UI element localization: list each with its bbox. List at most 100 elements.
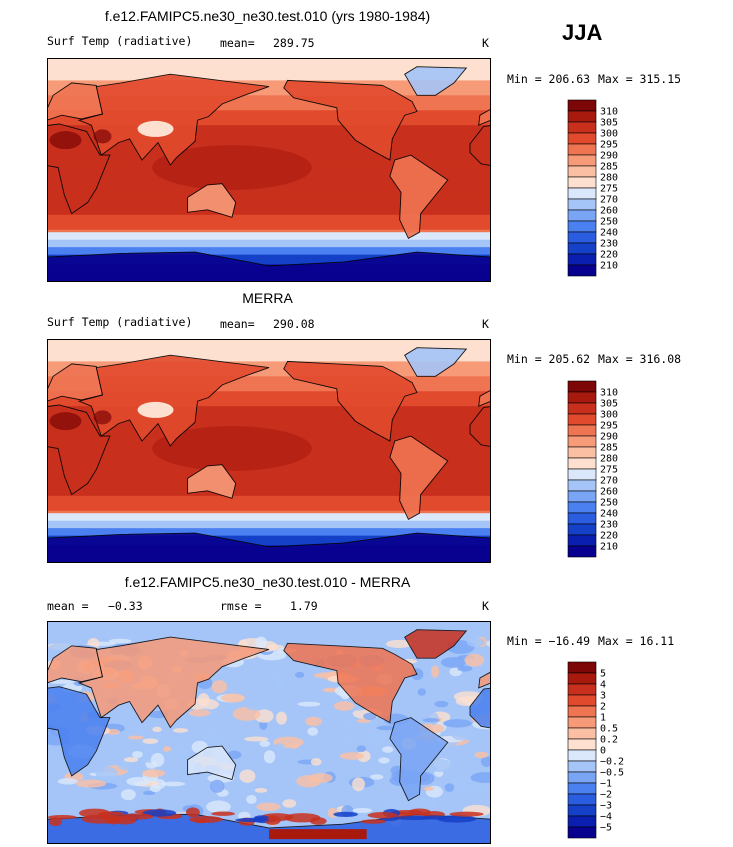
panel2-lat-band (47, 485, 491, 489)
panel1-lat-band (47, 142, 491, 146)
panel2-colorbar-box (567, 490, 597, 503)
panel3-anomaly-blob (206, 800, 231, 814)
panel1-colorbar-label: 220 (600, 250, 618, 261)
panel2-lat-band (47, 381, 491, 385)
panel2-lat-band (47, 483, 491, 487)
panel3-australia-outline (187, 745, 237, 781)
panel1-lat-band (47, 127, 491, 131)
panel3-anomaly-blob (120, 789, 136, 801)
panel2-colorbar-label: 210 (600, 542, 618, 553)
panel1-lat-band (47, 130, 491, 134)
panel3-map (47, 621, 491, 844)
panel1-colorbar-box (567, 110, 597, 123)
panel3-anomaly-blob (205, 733, 220, 743)
panel2-greenland-outline (404, 347, 468, 377)
panel2-lat-band (47, 493, 491, 497)
panel2-title: MERRA (242, 290, 293, 306)
panel1-colorbar-label: 210 (600, 261, 618, 272)
panel3-southern-ocean-anomaly (254, 815, 269, 820)
panel3-anomaly-blob (128, 735, 144, 740)
panel2-lat-band (47, 475, 491, 479)
panel1-lat-band (47, 95, 491, 99)
panel3-anomaly-blob (100, 776, 118, 781)
panel3-anomaly-blob (422, 718, 440, 723)
panel1-lat-band (47, 105, 491, 109)
panel2-lat-band (47, 393, 491, 397)
panel2-colorbar-box (567, 534, 597, 547)
panel2-colorbar-label: 310 (600, 388, 618, 399)
panel2-colorbar-label: 230 (600, 520, 618, 531)
panel2-lat-band (47, 378, 491, 382)
panel2-colorbar-label: 275 (600, 465, 618, 476)
panel1-lat-band (47, 77, 491, 81)
panel1-lat-band (47, 262, 491, 266)
panel3-anomaly-blob (340, 737, 355, 744)
panel3-colorbar-box (567, 815, 597, 828)
panel3-anomaly-blob (259, 740, 271, 747)
panel3-colorbar-label: −0.2 (600, 757, 624, 768)
panel3-colorbar-box (567, 793, 597, 806)
panel1-lat-band (47, 120, 491, 124)
panel1-africa-outline (469, 125, 491, 167)
panel1-lat-band (47, 145, 491, 149)
panel3-anomaly-blob (426, 758, 453, 772)
panel1-lat-band (47, 92, 491, 96)
panel2-lat-band (47, 426, 491, 430)
panel1-colorbar-label: 280 (600, 173, 618, 184)
season-label: JJA (562, 20, 603, 45)
panel2-mean-value: 290.08 (273, 317, 315, 331)
panel1-lat-band (47, 209, 491, 213)
panel2-lat-band (47, 470, 491, 474)
panel3-anomaly-blob (273, 675, 284, 689)
panel1-colorbar-label: 275 (600, 184, 618, 195)
panel1-lat-band (47, 199, 491, 203)
panel3-southern-ocean-anomaly (186, 807, 200, 818)
panel3-southern-ocean-anomaly (260, 813, 294, 822)
panel3-anomaly-blob (466, 637, 485, 648)
panel3-colorbar-box (567, 672, 597, 685)
panel1-colorbar-label: 300 (600, 129, 618, 140)
panel1-lat-band (47, 212, 491, 216)
panel3-anomaly-blob (211, 680, 228, 694)
panel2-colorbar-box (567, 424, 597, 437)
panel2-lat-band (47, 505, 491, 509)
panel2-min: Min = 205.62 (507, 352, 591, 366)
panel3-anomaly-blob (173, 728, 189, 733)
panel3-colorbar-label: 0.2 (600, 735, 618, 746)
panel1-variable: Surf Temp (radiative) (47, 34, 193, 48)
panel3-colorbar-box (567, 738, 597, 751)
panel2-colorbar-box (567, 523, 597, 536)
panel3-anomaly-blob (305, 716, 323, 727)
panel2-colorbar-box (567, 512, 597, 525)
panel1-lat-band (47, 132, 491, 136)
panel2-colorbar-box (567, 391, 597, 404)
panel1-lat-band (47, 239, 491, 243)
panel1-south_america-outline (389, 154, 449, 240)
panel1-colorbar-label: 290 (600, 151, 618, 162)
panel1-lat-band (47, 135, 491, 139)
panel1-lat-band (47, 234, 491, 238)
panel2-lat-band (47, 490, 491, 494)
panel1-lat-band (47, 189, 491, 193)
panel1-greenland-outline (404, 66, 468, 96)
panel3-southern-ocean-anomaly (333, 811, 359, 817)
panel1-lat-band (47, 192, 491, 196)
panel1-lat-band (47, 75, 491, 79)
panel2-lat-band (47, 520, 491, 524)
panel3-anomaly-blob (376, 725, 397, 731)
panel3-southern-ocean-anomaly (421, 815, 450, 820)
panel1-units: K (482, 36, 489, 50)
panel3-anomaly-blob (221, 693, 246, 703)
panel2-arabia-patch (93, 410, 112, 425)
panel3-anomaly-blob (255, 636, 268, 649)
panel3-colorbar-box (567, 661, 597, 674)
panel3-europe-outline (47, 645, 104, 684)
panel1-lat-band (47, 58, 491, 62)
panel1-lat-band (47, 117, 491, 121)
panel3-colorbar-label: 0.5 (600, 724, 618, 735)
panel1-lat-band (47, 214, 491, 218)
panel2-colorbar-label: 285 (600, 443, 618, 454)
panel3-colorbar-box (567, 782, 597, 795)
panel2-colorbar-label: 260 (600, 487, 618, 498)
